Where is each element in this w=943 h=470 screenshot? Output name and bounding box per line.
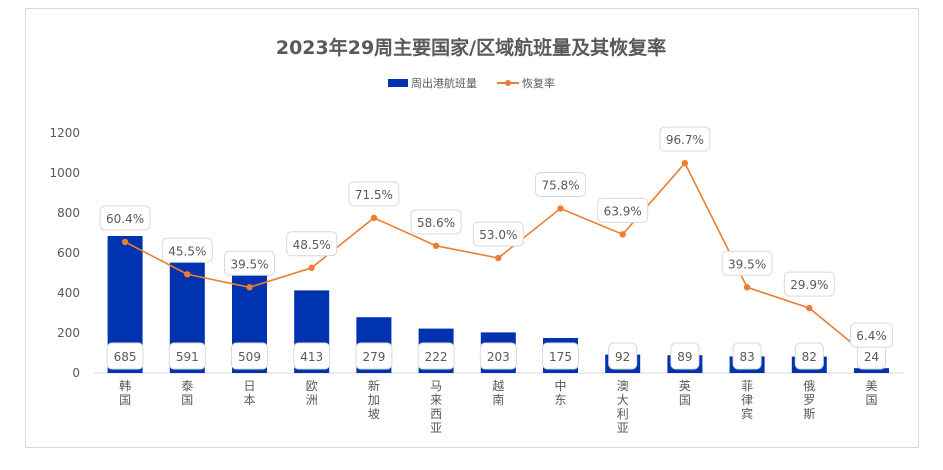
y-tick-label: 400 xyxy=(57,286,80,300)
x-tick-label: 日本 xyxy=(243,379,255,407)
x-tick-label: 泰国 xyxy=(181,379,193,407)
percent-label: 39.5% xyxy=(728,257,766,271)
bar xyxy=(854,368,889,373)
bar-value-label: 203 xyxy=(487,350,510,364)
bar-value-label: 175 xyxy=(549,350,572,364)
bar-value-label: 89 xyxy=(677,350,692,364)
line-point xyxy=(184,271,191,278)
bar-value-label-box xyxy=(355,342,393,370)
percent-label: 58.6% xyxy=(417,216,455,230)
percent-label: 53.0% xyxy=(479,228,517,242)
percent-label-box xyxy=(99,205,151,231)
bar-value-label-box xyxy=(106,342,144,370)
percent-label-box xyxy=(472,221,524,247)
y-tick-label: 600 xyxy=(57,246,80,260)
x-tick-label: 马来西亚 xyxy=(430,379,442,435)
line-point xyxy=(246,284,253,291)
line-point xyxy=(308,264,315,271)
percent-label: 60.4% xyxy=(106,212,144,226)
percent-label: 39.5% xyxy=(230,257,268,271)
bar-value-label: 82 xyxy=(802,350,817,364)
bar-value-label: 279 xyxy=(362,350,385,364)
x-tick-label: 越南 xyxy=(492,379,504,407)
percent-label: 75.8% xyxy=(541,179,579,193)
bar-value-label: 413 xyxy=(300,350,323,364)
percent-label-box xyxy=(721,250,773,276)
line-point xyxy=(743,284,751,291)
percent-label-box xyxy=(535,172,586,198)
bar-value-label-box xyxy=(732,342,762,370)
percent-label-box xyxy=(659,126,711,152)
percent-label-box xyxy=(783,271,835,297)
x-tick-label: 英国 xyxy=(679,379,691,407)
line-point xyxy=(806,304,813,312)
percent-label-box xyxy=(348,181,400,207)
line-point xyxy=(432,242,440,250)
legend: 周出港航班量 恢复率 xyxy=(388,76,555,90)
bar-value-label-box xyxy=(231,342,268,370)
legend-line-marker xyxy=(505,80,511,86)
percent-label-box xyxy=(224,250,275,276)
y-tick-label: 800 xyxy=(57,206,80,220)
percent-label-box xyxy=(850,322,893,348)
x-tick-label: 菲律宾 xyxy=(741,379,753,421)
x-tick-label: 澳大利亚 xyxy=(617,379,629,435)
y-tick-label: 1200 xyxy=(49,126,80,140)
percent-label: 6.4% xyxy=(856,329,887,343)
x-tick-label: 中东 xyxy=(554,378,566,407)
percent-label: 48.5% xyxy=(293,238,331,252)
percent-label-box xyxy=(161,237,213,263)
bar-value-label-box xyxy=(293,342,331,370)
x-tick-label: 欧洲 xyxy=(306,379,318,407)
chart-title: 2023年29周主要国家/区域航班量及其恢复率 xyxy=(276,36,666,59)
percent-label-box xyxy=(286,231,338,257)
y-tick-label: 200 xyxy=(57,326,80,340)
x-tick-label: 新加坡 xyxy=(368,378,380,421)
y-tick-label: 1000 xyxy=(49,166,80,180)
bar-value-label: 222 xyxy=(425,350,448,364)
line-point xyxy=(681,159,689,167)
line-point xyxy=(495,254,502,262)
bar-value-label: 83 xyxy=(739,350,754,364)
bar-value-label-box xyxy=(794,342,824,370)
bar-value-label: 685 xyxy=(114,350,137,364)
percent-label: 63.9% xyxy=(604,204,642,218)
bar-value-label: 591 xyxy=(176,350,199,364)
line-point xyxy=(121,238,129,246)
bar-value-label: 92 xyxy=(615,350,630,364)
chart-frame xyxy=(25,8,919,448)
x-tick-label: 韩国 xyxy=(119,378,131,407)
bar-value-label-box xyxy=(670,342,700,370)
bar-value-label: 24 xyxy=(864,350,879,364)
line-point xyxy=(619,231,626,238)
x-tick-label: 俄罗斯 xyxy=(803,379,815,421)
y-tick-label: 0 xyxy=(72,366,80,380)
percent-label: 96.7% xyxy=(666,133,704,147)
bar-value-label-box xyxy=(542,342,579,370)
percent-label-box xyxy=(410,209,462,235)
line-point xyxy=(370,214,378,222)
bar-value-label-box xyxy=(479,342,517,370)
legend-bar-label: 周出港航班量 xyxy=(411,76,477,90)
line-point xyxy=(557,205,564,212)
x-tick-label: 美国 xyxy=(865,379,877,407)
bar-value-label-box xyxy=(168,342,206,370)
bar-value-label-box xyxy=(608,342,638,370)
bar-value-label: 509 xyxy=(238,350,261,364)
percent-label: 71.5% xyxy=(355,188,393,202)
percent-label: 45.5% xyxy=(168,244,206,258)
legend-line-label: 恢复率 xyxy=(522,76,555,90)
legend-bar-swatch xyxy=(388,79,408,87)
percent-label: 29.9% xyxy=(790,278,828,292)
percent-label-box xyxy=(597,197,649,223)
bar-value-label-box xyxy=(417,342,455,370)
